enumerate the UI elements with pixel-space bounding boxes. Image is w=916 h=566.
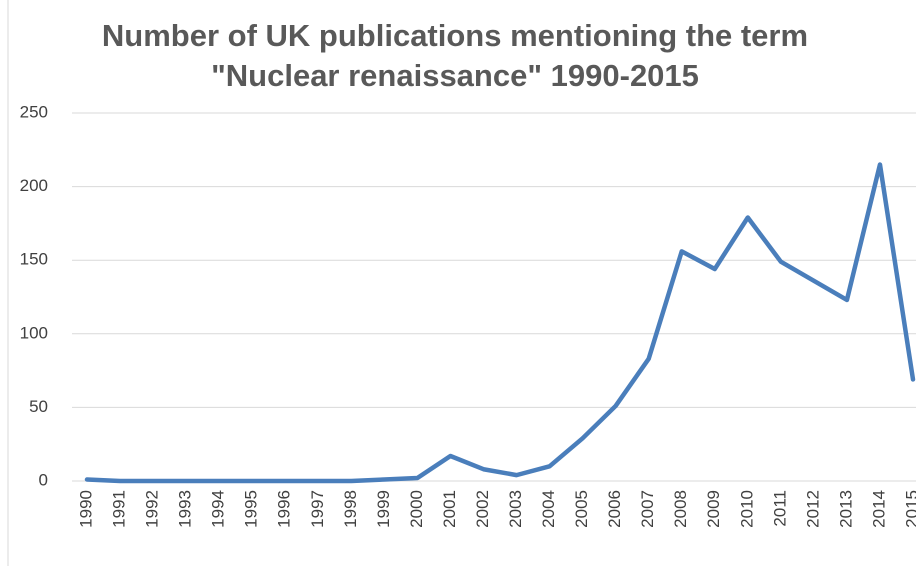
x-tick-label: 2015 [902,490,916,528]
y-tick-label: 150 [20,250,48,269]
x-tick-label: 2000 [407,490,426,528]
x-tick-label: 1995 [242,490,261,528]
x-tick-label: 2014 [869,490,888,528]
x-tick-label: 1993 [176,490,195,528]
x-tick-label: 1992 [143,490,162,528]
y-tick-label: 50 [29,397,48,416]
y-tick-label: 100 [20,323,48,342]
chart-title: Number of UK publications mentioning the… [101,18,809,93]
x-tick-label: 2001 [440,490,459,528]
x-tick-label: 2012 [803,490,822,528]
y-tick-label: 200 [20,176,48,195]
x-tick-label: 2010 [737,490,756,528]
x-tick-label: 2003 [506,490,525,528]
x-tick-label: 1998 [341,490,360,528]
x-tick-label: 2004 [539,490,558,528]
x-tick-label: 2005 [572,490,591,528]
x-tick-label: 2006 [605,490,624,528]
x-tick-label: 2011 [770,490,789,527]
x-tick-label: 1997 [308,490,327,528]
y-tick-label: 0 [39,470,48,489]
y-tick-label: 250 [20,102,48,121]
x-tick-label: 2007 [638,490,657,528]
x-tick-label: 1999 [374,490,393,528]
x-tick-label: 2013 [836,490,855,528]
x-tick-label: 1991 [110,490,129,528]
x-tick-label: 1994 [209,490,228,528]
x-tick-label: 1996 [275,490,294,528]
data-line [84,162,916,484]
x-tick-label: 2009 [704,490,723,528]
x-tick-label: 2008 [671,490,690,528]
x-tick-label: 1990 [76,490,95,528]
x-tick-label: 2002 [473,490,492,528]
